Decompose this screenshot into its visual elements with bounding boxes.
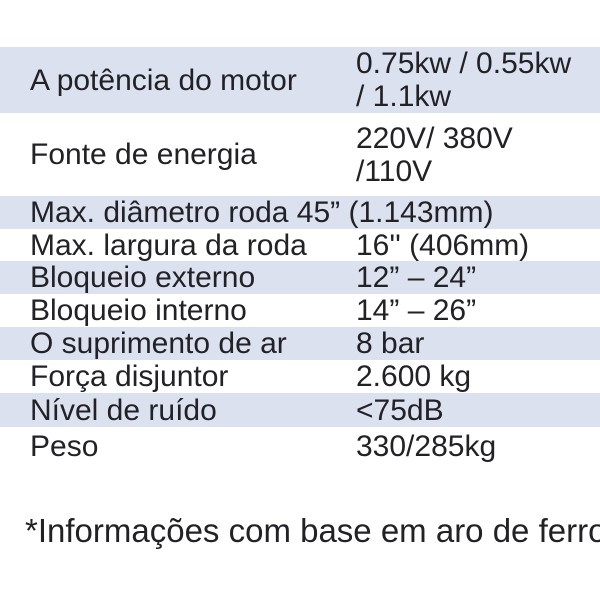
spec-value: 12” – 24” xyxy=(356,261,477,294)
spec-row-external-clamping: Bloqueio externo 12” – 24” xyxy=(0,261,600,294)
spec-row-air-supply: O suprimento de ar 8 bar xyxy=(0,327,600,360)
spec-label: Nível de ruído xyxy=(30,393,217,427)
spec-row-breaker-force: Força disjuntor 2.600 kg xyxy=(0,360,600,393)
spec-label: O suprimento de ar xyxy=(30,327,287,360)
spec-row-motor-power: A potência do motor 0.75kw / 0.55kw / 1.… xyxy=(0,47,600,113)
spec-row-weight: Peso 330/285kg xyxy=(0,427,600,465)
spec-row-max-wheel-width: Max. largura da roda 16'' (406mm) xyxy=(0,228,600,262)
spec-value: 14” – 26” xyxy=(356,294,477,327)
footnote: *Informações com base em aro de ferro xyxy=(25,512,600,549)
spec-label: Força disjuntor xyxy=(30,360,229,393)
spec-table: A potência do motor 0.75kw / 0.55kw / 1.… xyxy=(0,47,600,465)
spec-row-noise-level: Nível de ruído <75dB xyxy=(0,393,600,427)
spec-value: 0.75kw / 0.55kw / 1.1kw xyxy=(356,47,572,113)
spec-label: Bloqueio externo xyxy=(30,261,256,294)
spec-label: Max. diâmetro roda 45” (1.143mm) xyxy=(30,196,494,229)
spec-label: Bloqueio interno xyxy=(30,294,247,327)
spec-label: A potência do motor xyxy=(30,63,297,97)
spec-value: 2.600 kg xyxy=(356,360,472,393)
spec-value: 16'' (406mm) xyxy=(356,228,530,262)
spec-value: 330/285kg xyxy=(356,429,497,463)
spec-row-power-source: Fonte de energia 220V/ 380V /110V xyxy=(0,113,600,196)
spec-value: 220V/ 380V /110V xyxy=(356,121,513,188)
spec-label: Max. largura da roda xyxy=(30,228,307,262)
spec-row-max-wheel-diameter: Max. diâmetro roda 45” (1.143mm) xyxy=(0,196,600,229)
spec-label: Fonte de energia xyxy=(30,138,257,171)
spec-label: Peso xyxy=(30,429,99,463)
spec-value: 8 bar xyxy=(356,327,425,360)
spec-value: <75dB xyxy=(356,393,444,427)
spec-row-internal-clamping: Bloqueio interno 14” – 26” xyxy=(0,294,600,327)
